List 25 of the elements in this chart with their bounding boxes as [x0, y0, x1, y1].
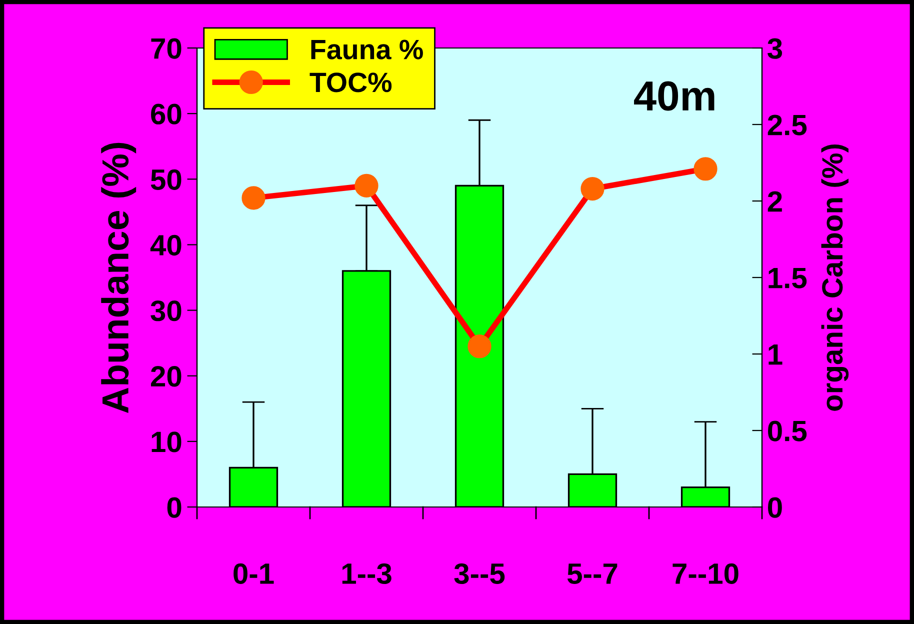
x-tick-label: 0-1 — [234, 563, 274, 584]
y2-tick-label: 1.5 — [768, 268, 807, 288]
y-tick-label: 20 — [150, 366, 182, 387]
y-axis-title: Abundance (%) — [101, 142, 136, 414]
y2-tick-label: 0.5 — [768, 420, 807, 442]
y2-tick-label: 3 — [768, 38, 782, 59]
y-tick-label: 50 — [150, 169, 182, 190]
y2-tick-label: 1 — [768, 344, 782, 365]
y-tick-label: 0 — [167, 497, 182, 518]
x-tick-label: 3--5 — [454, 563, 505, 584]
legend-label: Fauna % — [311, 40, 423, 60]
y-tick-label: 30 — [150, 300, 182, 322]
y-tick-label: 40 — [150, 234, 182, 256]
y-tick-label: 60 — [151, 104, 182, 124]
y2-axis-title: organic Carbon (%) — [821, 144, 849, 411]
x-tick-label: 5--7 — [567, 564, 618, 584]
legend-label: TOC% — [310, 72, 392, 92]
x-tick-label: 7--10 — [672, 563, 738, 584]
x-tick-label: 1--3 — [342, 563, 392, 584]
y2-tick-label: 2.5 — [768, 114, 807, 136]
y2-tick-label: 0 — [768, 497, 782, 518]
annotation: 40m — [634, 81, 714, 111]
y-tick-label: 70 — [151, 38, 182, 59]
y-tick-label: 10 — [152, 432, 182, 452]
y2-tick-label: 2 — [768, 191, 782, 212]
